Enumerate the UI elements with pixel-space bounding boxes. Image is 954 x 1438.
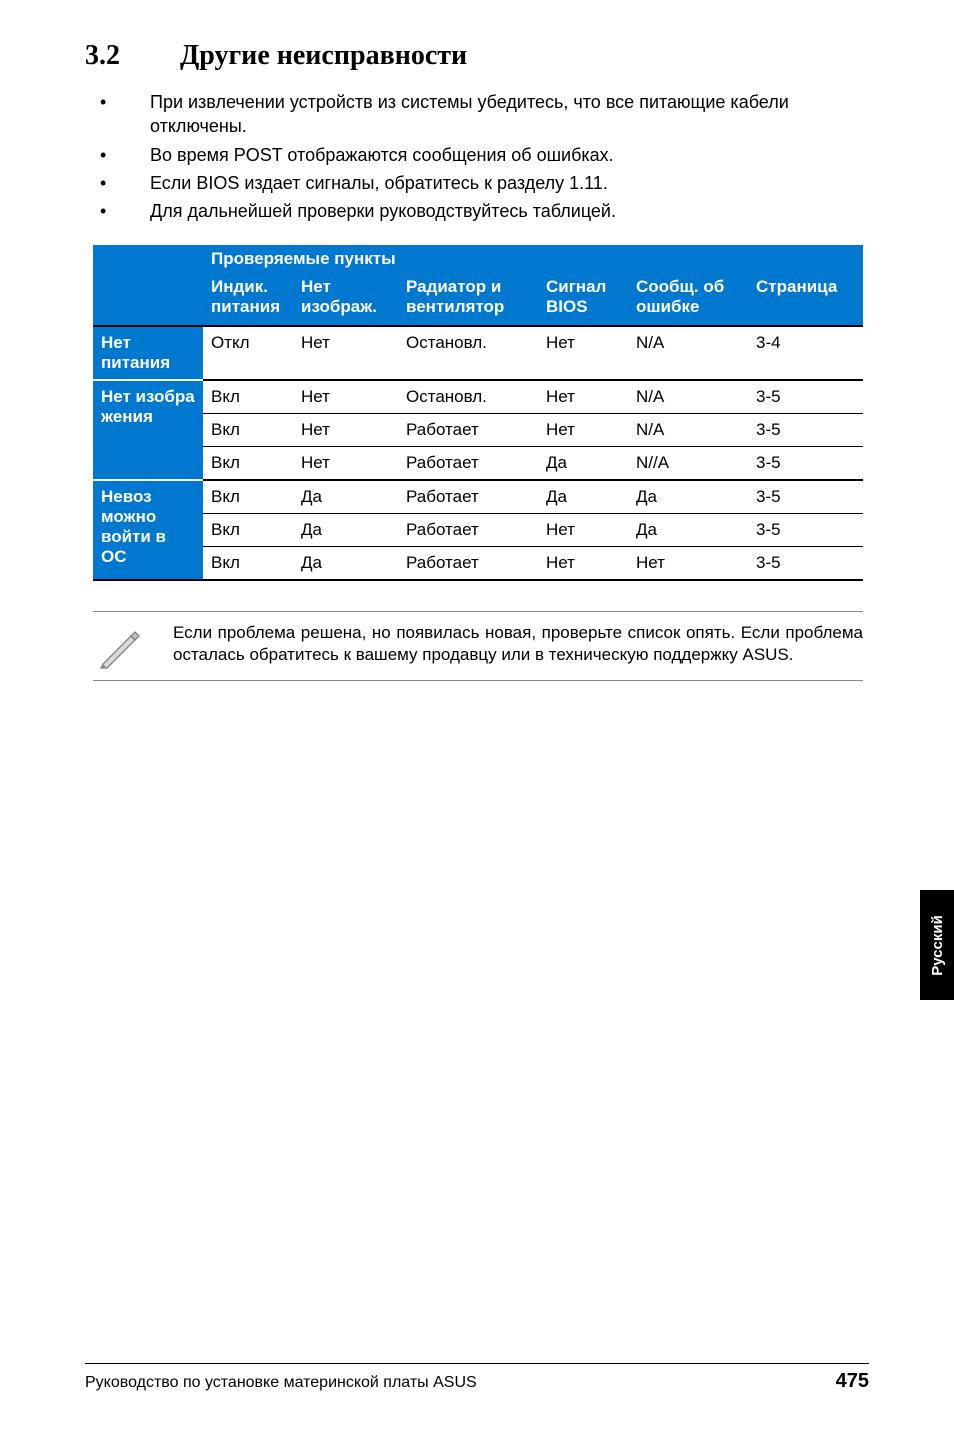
table-cell: Нет — [628, 547, 748, 581]
language-tab-label: Русский — [929, 915, 946, 976]
note-block: Если проблема решена, но появилась новая… — [93, 611, 863, 681]
table-cell: Работает — [398, 447, 538, 481]
pencil-icon — [93, 622, 173, 670]
table-cell: Да — [293, 514, 398, 547]
bullet-item: Если BIOS издает сигналы, обратитесь к р… — [95, 171, 869, 195]
table-cell: Да — [538, 480, 628, 514]
table-cell: Работает — [398, 547, 538, 581]
table-cell: 3-5 — [748, 380, 863, 414]
table-cell: Да — [628, 514, 748, 547]
table-col-header: Сообщ. об ошибке — [628, 273, 748, 326]
note-text: Если проблема решена, но появилась новая… — [173, 622, 863, 670]
troubleshooting-table: Проверяемые пункты Индик. питания Нет из… — [93, 245, 863, 581]
table-cell: N/A — [628, 326, 748, 380]
table-cell: 3-5 — [748, 547, 863, 581]
table-cell: Нет — [538, 514, 628, 547]
page-footer: Руководство по установке материнской пла… — [85, 1363, 869, 1393]
page-number: 475 — [836, 1370, 869, 1393]
section-title: Другие неисправности — [180, 40, 467, 71]
table-cell: Вкл — [203, 514, 293, 547]
language-tab: Русский — [920, 890, 954, 1000]
table-cell: Вкл — [203, 547, 293, 581]
footer-text: Руководство по установке материнской пла… — [85, 1374, 477, 1392]
table-cell: Да — [538, 447, 628, 481]
table-cell: Вкл — [203, 447, 293, 481]
table-cell: Остановл. — [398, 380, 538, 414]
table-cell: Откл — [203, 326, 293, 380]
bullet-item: Во время POST отображаются сообщения об … — [95, 143, 869, 167]
section-number: 3.2 — [85, 40, 180, 72]
table-cell: Да — [293, 480, 398, 514]
table-cell: Нет — [538, 380, 628, 414]
table-cell: Остановл. — [398, 326, 538, 380]
bullet-list: При извлечении устройств из системы убед… — [85, 90, 869, 223]
table-header-blank — [93, 245, 203, 273]
table-header-blank — [93, 273, 203, 326]
table-cell: Нет — [293, 326, 398, 380]
table-cell: 3-5 — [748, 514, 863, 547]
table-cell: 3-5 — [748, 480, 863, 514]
table-cell: Нет — [538, 547, 628, 581]
table-cell: Да — [628, 480, 748, 514]
table-cell: Да — [293, 547, 398, 581]
table-cell: Работает — [398, 514, 538, 547]
table-cell: Работает — [398, 414, 538, 447]
table-col-header: Сигнал BIOS — [538, 273, 628, 326]
table-col-header: Индик. питания — [203, 273, 293, 326]
section-heading: 3.2Другие неисправности — [85, 40, 869, 72]
table-col-header: Страница — [748, 273, 863, 326]
row-group-label: Нет изобра жения — [93, 380, 203, 480]
table-cell: N//A — [628, 447, 748, 481]
table-group-header: Проверяемые пункты — [203, 245, 863, 273]
table-cell: Работает — [398, 480, 538, 514]
table-col-header: Нет изображ. — [293, 273, 398, 326]
table-cell: Вкл — [203, 380, 293, 414]
row-group-label: Невоз можно войти в ОС — [93, 480, 203, 580]
table-cell: Вкл — [203, 414, 293, 447]
table-cell: 3-5 — [748, 447, 863, 481]
table-cell: Нет — [293, 447, 398, 481]
table-cell: N/A — [628, 414, 748, 447]
table-cell: Нет — [538, 326, 628, 380]
bullet-item: Для дальнейшей проверки руководствуйтесь… — [95, 199, 869, 223]
table-col-header: Радиатор и вентилятор — [398, 273, 538, 326]
table-cell: Вкл — [203, 480, 293, 514]
table-cell: Нет — [538, 414, 628, 447]
table-cell: Нет — [293, 414, 398, 447]
table-cell: Нет — [293, 380, 398, 414]
table-cell: 3-5 — [748, 414, 863, 447]
table-cell: N/A — [628, 380, 748, 414]
bullet-item: При извлечении устройств из системы убед… — [95, 90, 869, 139]
row-group-label: Нет питания — [93, 326, 203, 380]
table-cell: 3-4 — [748, 326, 863, 380]
